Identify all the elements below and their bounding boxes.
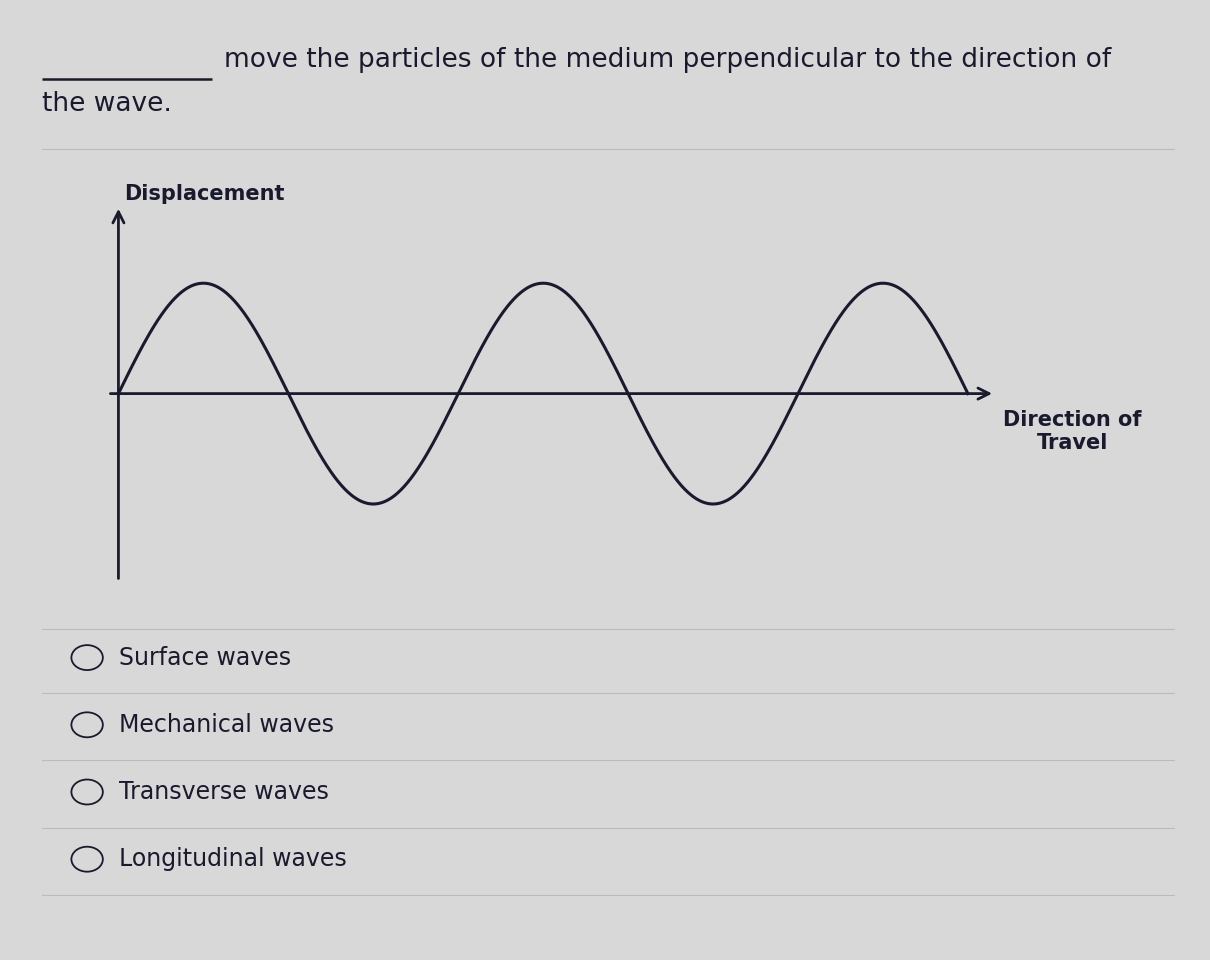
Text: move the particles of the medium perpendicular to the direction of: move the particles of the medium perpend… <box>224 47 1111 73</box>
Text: Direction of
Travel: Direction of Travel <box>1003 410 1141 453</box>
Text: Surface waves: Surface waves <box>119 646 290 670</box>
Text: Transverse waves: Transverse waves <box>119 780 328 804</box>
Text: Mechanical waves: Mechanical waves <box>119 712 334 737</box>
Text: Displacement: Displacement <box>123 183 284 204</box>
Text: Longitudinal waves: Longitudinal waves <box>119 848 346 872</box>
Text: the wave.: the wave. <box>42 91 172 117</box>
